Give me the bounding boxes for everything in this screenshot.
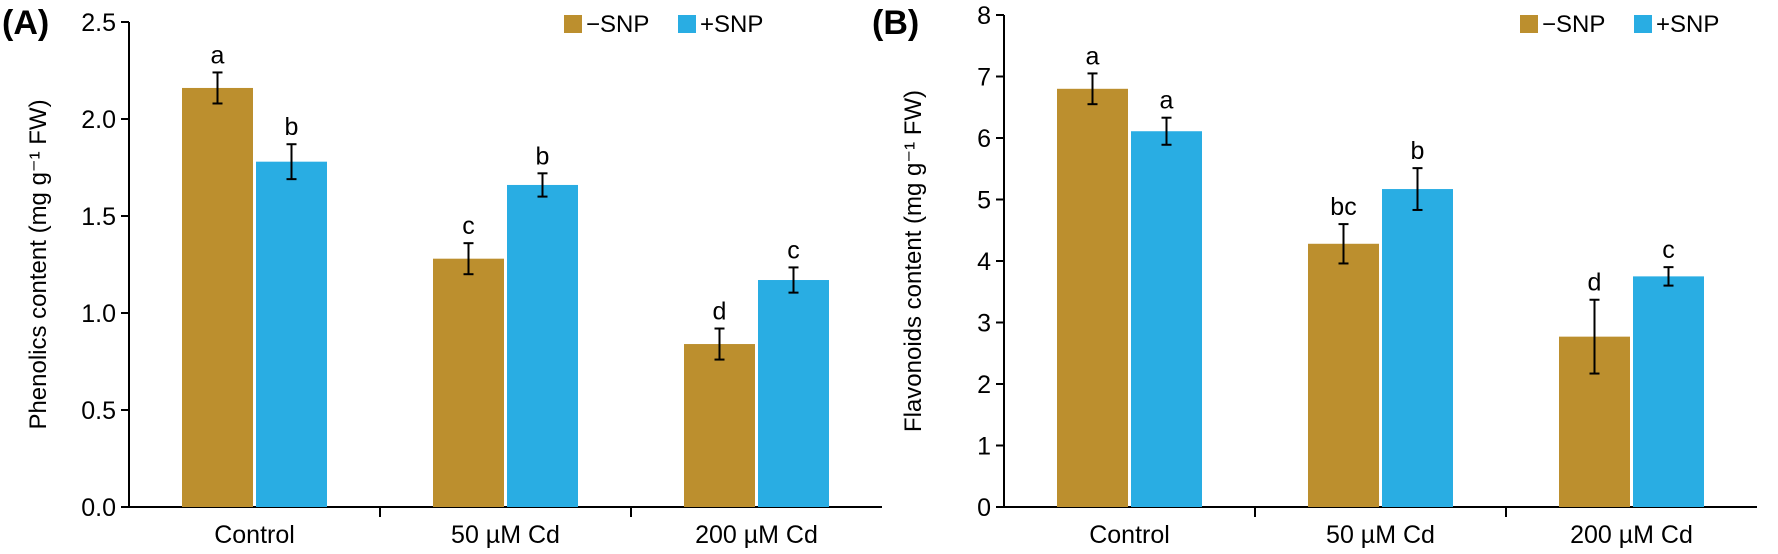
y-tick-label: 5 (977, 187, 991, 215)
y-tick-label: 2.0 (81, 106, 116, 134)
significance-letter: a (1086, 42, 1100, 70)
chart-panel-a: (A) Phenolics content (mg g⁻¹ FW) 0.0 0.5 1.… (2, 4, 882, 549)
bar-minus-snp (433, 258, 504, 507)
y-tick-label: 2.5 (81, 9, 116, 37)
x-tick-label: 200 µM Cd (695, 521, 818, 549)
y-tick-label: 8 (977, 2, 991, 30)
x-tick-label: 50 µM Cd (451, 521, 560, 549)
y-tick-label: 4 (977, 248, 991, 276)
legend-swatch-minus-snp (564, 15, 582, 33)
significance-letter: b (285, 113, 299, 141)
bar-plus-snp (1633, 276, 1704, 507)
bar-minus-snp (684, 344, 755, 507)
bar-minus-snp (1057, 88, 1128, 508)
significance-letter: c (1662, 236, 1675, 264)
chart-panel-b: (B) Flavonoids content (mg g⁻¹ FW) 0 1 2 3 4 5 6… (872, 2, 1757, 549)
y-axis-title: Flavonoids content (mg g⁻¹ FW) (900, 90, 927, 432)
panel-label: (B) (872, 4, 919, 42)
bar-minus-snp (1308, 243, 1379, 507)
y-tick-label: 7 (977, 64, 991, 92)
legend-swatch-minus-snp (1520, 15, 1538, 33)
significance-letter: d (1588, 269, 1602, 297)
panel-label: (A) (2, 4, 49, 42)
legend-swatch-plus-snp (678, 15, 696, 33)
y-tick-label: 1.0 (81, 300, 116, 328)
significance-letter: d (713, 298, 727, 326)
significance-letter: a (211, 41, 225, 69)
bar-plus-snp (507, 184, 578, 507)
y-tick-label: 3 (977, 310, 991, 338)
significance-letter: c (462, 212, 475, 240)
legend-label: −SNP (1542, 11, 1605, 38)
bar-plus-snp (256, 161, 327, 507)
bar-plus-snp (1131, 131, 1202, 508)
bar-plus-snp (1382, 189, 1453, 508)
y-tick-label: 0 (977, 494, 991, 522)
x-tick-label: 200 µM Cd (1570, 521, 1693, 549)
significance-letter: c (787, 236, 800, 264)
significance-letter: b (536, 142, 550, 170)
y-tick-label: 1.5 (81, 203, 116, 231)
significance-letter: b (1411, 137, 1425, 165)
x-tick-label: 50 µM Cd (1326, 521, 1435, 549)
x-tick-label: Control (214, 521, 295, 549)
y-tick-label: 0.0 (81, 494, 116, 522)
y-tick-label: 6 (977, 125, 991, 153)
significance-letter: a (1160, 87, 1174, 115)
y-tick-label: 2 (977, 371, 991, 399)
significance-letter: bc (1330, 193, 1356, 221)
y-tick-label: 1 (977, 433, 991, 461)
legend-label: +SNP (700, 11, 763, 38)
legend-label: +SNP (1656, 11, 1719, 38)
bar-minus-snp (182, 87, 253, 508)
y-tick-label: 0.5 (81, 397, 116, 425)
y-axis-title: Phenolics content (mg g⁻¹ FW) (25, 99, 52, 429)
x-tick-label: Control (1089, 521, 1170, 549)
legend-label: −SNP (586, 11, 649, 38)
bar-plus-snp (758, 280, 829, 507)
legend-swatch-plus-snp (1634, 15, 1652, 33)
